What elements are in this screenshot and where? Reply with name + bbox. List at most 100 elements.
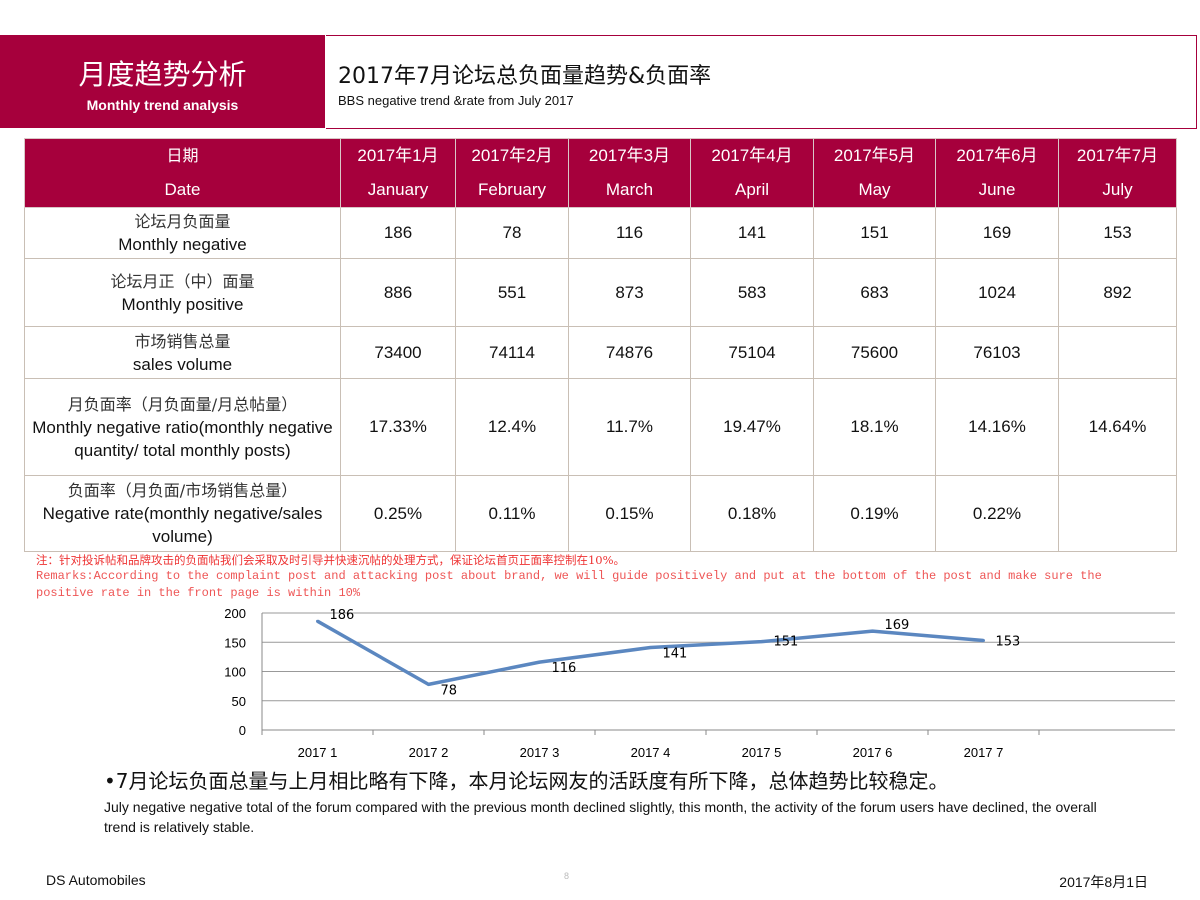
- header-month-cn: 2017年3月: [588, 146, 671, 165]
- data-label: 116: [552, 661, 577, 676]
- line-chart: 0 50 100 150 200 186 2017 1 78 2017 2 116 2017 3 14…: [224, 606, 1175, 760]
- table-cell: [1058, 326, 1177, 379]
- table-cell: 186: [340, 207, 456, 259]
- data-point: [538, 660, 541, 664]
- data-point: [760, 640, 763, 644]
- row-label-en: sales volume: [132, 354, 233, 374]
- title-box: 2017年7月论坛总负面量趋势&负面率 BBS negative trend &…: [326, 35, 1197, 129]
- table-cell: 141: [690, 207, 814, 259]
- table-cell: [1058, 475, 1177, 552]
- row-label: 论坛月正（中）面量 Monthly positive: [24, 258, 341, 327]
- header-date-cn: 日期: [166, 146, 199, 165]
- x-tick-label: 2017 4: [631, 745, 671, 760]
- row-label-en: Negative rate(monthly negative/sales vol…: [42, 504, 323, 546]
- table-cell: 886: [340, 258, 456, 327]
- table-cell: 0.11%: [455, 475, 569, 552]
- table-cell: 116: [568, 207, 691, 259]
- table-cell: 76103: [935, 326, 1059, 379]
- table-row: 论坛月正（中）面量 Monthly positive 886 551 873 583 683…: [24, 258, 1177, 327]
- page-title: 2017年7月论坛总负面量趋势&负面率: [338, 64, 712, 89]
- header-month-en: January: [367, 180, 429, 199]
- data-point: [982, 638, 985, 642]
- remark-cn: 注：针对投诉帖和品牌攻击的负面帖我们会采取及时引导并快速沉帖的处理方式，保证论坛…: [36, 553, 626, 567]
- row-label: 市场销售总量 sales volume: [24, 326, 341, 379]
- x-tick-label: 2017 5: [742, 745, 782, 760]
- y-tick-label: 100: [224, 665, 246, 680]
- row-label-cn: 市场销售总量: [134, 331, 231, 351]
- header-month-cn: 2017年7月: [1076, 146, 1159, 165]
- header-month: 2017年5月 May: [813, 138, 936, 208]
- section-title-en: Monthly trend analysis: [86, 97, 239, 113]
- table-cell: 0.15%: [568, 475, 691, 552]
- y-tick-label: 150: [224, 635, 246, 650]
- row-label-en: Monthly negative ratio(monthly negative …: [32, 417, 333, 460]
- table-cell: 14.64%: [1058, 378, 1177, 476]
- table-cell: 153: [1058, 207, 1177, 259]
- header-month: 2017年7月 July: [1058, 138, 1177, 208]
- table-cell: 151: [813, 207, 936, 259]
- x-tick-label: 2017 1: [298, 745, 338, 760]
- data-label: 186: [330, 608, 355, 623]
- data-label: 78: [441, 683, 458, 698]
- table-cell: 0.22%: [935, 475, 1059, 552]
- table-cell: 78: [455, 207, 569, 259]
- header-month-en: April: [734, 180, 769, 199]
- table-row: 市场销售总量 sales volume 73400 74114 74876 75104 75…: [24, 326, 1177, 379]
- page-subtitle: BBS negative trend &rate from July 2017: [338, 93, 574, 108]
- data-point: [427, 682, 430, 686]
- table-cell: 74114: [455, 326, 569, 379]
- row-label: 月负面率（月负面量/月总帖量） Monthly negative ratio(mo…: [24, 378, 341, 476]
- footer-company: DS Automobiles: [46, 872, 146, 888]
- header-month-en: July: [1102, 180, 1133, 199]
- table-row: 月负面率（月负面量/月总帖量） Monthly negative ratio(mo…: [24, 378, 1177, 476]
- table-cell: 73400: [340, 326, 456, 379]
- header-month: 2017年4月 April: [690, 138, 814, 208]
- row-label-cn: 论坛月负面量: [134, 212, 231, 231]
- table-cell: 683: [813, 258, 936, 327]
- table-row: 负面率（月负面/市场销售总量） Negative rate(monthly neg…: [24, 475, 1177, 552]
- table-cell: 19.47%: [690, 378, 814, 476]
- header-date-en: Date: [164, 180, 201, 199]
- header-month-en: March: [605, 180, 654, 199]
- table-cell: 169: [935, 207, 1059, 259]
- header-month-en: May: [858, 180, 891, 199]
- table-cell: 18.1%: [813, 378, 936, 476]
- row-label: 负面率（月负面/市场销售总量） Negative rate(monthly neg…: [24, 475, 341, 552]
- header-month-cn: 2017年1月: [357, 146, 439, 165]
- table-cell: 873: [568, 258, 691, 327]
- x-tick-label: 2017 7: [964, 745, 1004, 760]
- header-month-en: February: [477, 180, 547, 199]
- table-cell: 74876: [568, 326, 691, 379]
- header-date: 日期 Date: [24, 138, 341, 208]
- data-table: 日期 Date 2017年1月 January 2017年2月 February 2017…: [24, 138, 1177, 552]
- data-point: [871, 629, 874, 633]
- table-cell: 75104: [690, 326, 814, 379]
- y-tick-label: 50: [232, 694, 246, 709]
- page-number: 8: [564, 871, 570, 881]
- table-cell: 17.33%: [340, 378, 456, 476]
- table-row: 论坛月负面量 Monthly negative 186 78 116 141 151 169 1…: [24, 207, 1177, 259]
- header-month-cn: 2017年2月: [471, 146, 553, 165]
- table-header-row: 日期 Date 2017年1月 January 2017年2月 February 2017…: [24, 138, 1177, 208]
- row-label-cn: 月负面率（月负面量/月总帖量）: [67, 394, 298, 414]
- footer-date: 2017年8月1日: [1059, 874, 1148, 890]
- table-cell: 892: [1058, 258, 1177, 327]
- header-month: 2017年6月 June: [935, 138, 1059, 208]
- header-month-en: June: [978, 180, 1016, 199]
- data-label: 153: [996, 634, 1021, 649]
- row-label-cn: 负面率（月负面/市场销售总量）: [67, 481, 298, 500]
- data-label: 169: [885, 618, 910, 633]
- data-point: [316, 619, 319, 623]
- row-label-en: Monthly positive: [121, 294, 244, 314]
- x-tick-label: 2017 6: [853, 745, 893, 760]
- y-tick-label: 200: [224, 606, 246, 621]
- row-label-en: Monthly negative: [118, 235, 247, 254]
- row-label-cn: 论坛月正（中）面量: [110, 271, 255, 291]
- remark-en: Remarks:According to the complaint post …: [36, 569, 1102, 600]
- table-cell: 12.4%: [455, 378, 569, 476]
- header-month: 2017年2月 February: [455, 138, 569, 208]
- table-cell: 1024: [935, 258, 1059, 327]
- x-tick-label: 2017 3: [520, 745, 560, 760]
- summary-en: July negative negative total of the foru…: [104, 799, 1097, 835]
